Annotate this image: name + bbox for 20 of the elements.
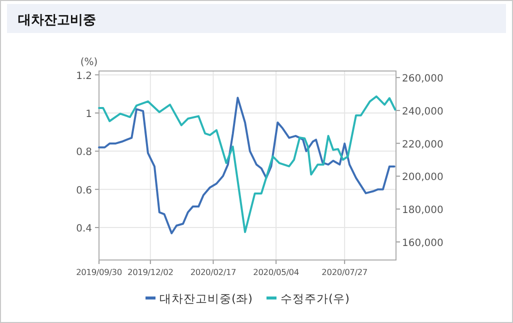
legend-label: 대차잔고비중(좌) (160, 292, 252, 306)
y-axis-title: (%) (80, 57, 98, 68)
y-tick-label: 1.2 (76, 70, 92, 82)
y2-tick-label: 200,000 (402, 172, 444, 184)
y-tick-label: 0.4 (76, 224, 92, 235)
y-tick-label: 0.6 (76, 185, 92, 196)
x-tick-label: 2020/02/17 (190, 267, 236, 277)
y2-tick-label: 160,000 (402, 238, 444, 249)
y2-tick-label: 260,000 (402, 74, 444, 85)
y-tick-label: 0.8 (76, 147, 92, 158)
y-tick-label: 1 (86, 109, 92, 120)
x-tick-label: 2019/09/30 (76, 267, 122, 277)
chart-title: 대차잔고비중 (18, 13, 96, 28)
x-tick-label: 2020/05/04 (253, 267, 299, 277)
y2-tick-label: 180,000 (402, 205, 444, 216)
y2-tick-label: 240,000 (402, 106, 444, 118)
legend-label: 수정주가(우) (280, 292, 350, 306)
y2-tick-label: 220,000 (402, 139, 444, 150)
x-tick-label: 2020/07/27 (322, 267, 368, 277)
x-tick-label: 2019/12/02 (127, 267, 174, 277)
